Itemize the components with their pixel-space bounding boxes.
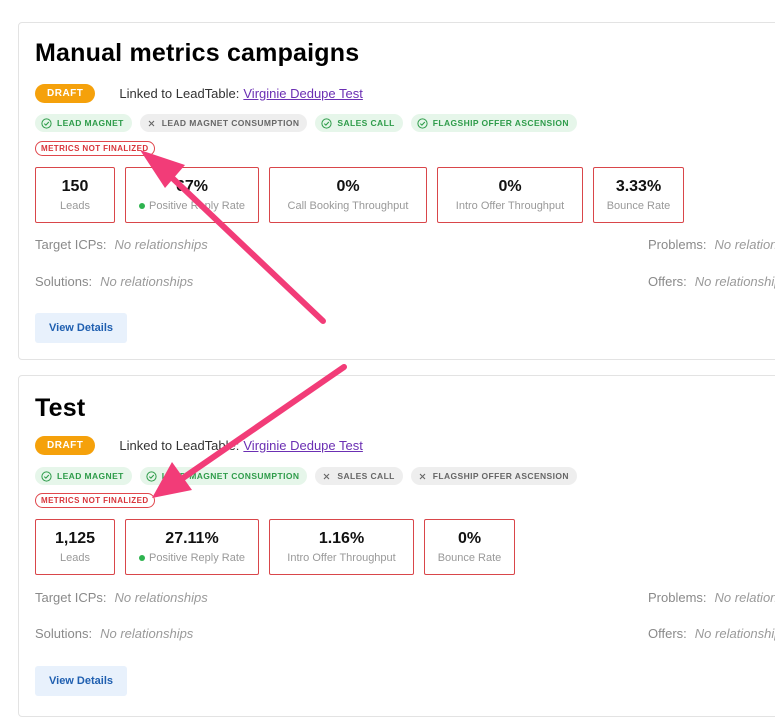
solutions-relationship: Solutions: No relationships [35, 626, 193, 641]
relationship-value: No relationships [114, 590, 208, 605]
green-status-dot-icon [139, 555, 145, 561]
linked-leadtable-label: Linked to LeadTable: [119, 86, 240, 101]
tag-sales-call: SALES CALL [315, 467, 403, 485]
relationship-value: No relationships [694, 274, 775, 289]
metric-bounce-rate: 3.33% Bounce Rate [593, 167, 684, 223]
target-icps-relationship: Target ICPs: No relationships [35, 590, 208, 605]
draft-status-badge: DRAFT [35, 84, 96, 103]
metric-value: 0% [336, 178, 360, 195]
check-circle-icon [41, 117, 52, 129]
status-row: DRAFT Linked to LeadTable: Virginie Dedu… [35, 84, 363, 103]
green-status-dot-icon [139, 203, 145, 209]
metric-label: Bounce Rate [606, 200, 671, 212]
tag-label: LEAD MAGNET [57, 118, 124, 128]
tag-label: SALES CALL [337, 118, 395, 128]
metric-label: Leads [60, 552, 90, 564]
metric-bounce-rate: 0% Bounce Rate [424, 519, 515, 575]
relationship-value: No relationships [694, 626, 775, 641]
solutions-relationship: Solutions: No relationships [35, 274, 193, 289]
metric-label: Intro Offer Throughput [287, 552, 396, 564]
campaign-title: Test [35, 394, 86, 422]
tag-label: LEAD MAGNET CONSUMPTION [161, 471, 300, 481]
metric-value: 1,125 [54, 530, 96, 547]
metrics-not-finalized-badge: METRICS NOT FINALIZED [35, 141, 155, 156]
check-circle-icon [41, 470, 52, 482]
metric-value: 150 [61, 178, 89, 195]
offers-relationship: Offers: No relationships [648, 274, 775, 289]
relationship-value: No relationships [100, 274, 194, 289]
problems-relationship: Problems: No relationships [648, 590, 775, 605]
metric-label-text: Positive Reply Rate [149, 552, 245, 564]
metrics-not-finalized-badge: METRICS NOT FINALIZED [35, 493, 155, 508]
metric-value: 27.11% [165, 530, 219, 547]
tag-lead-magnet-consumption: LEAD MAGNET CONSUMPTION [139, 114, 308, 132]
relationship-label: Offers: [648, 626, 687, 641]
tag-label: LEAD MAGNET [57, 471, 124, 481]
relationship-value: No relationships [114, 237, 208, 252]
tag-flagship-offer-ascension: FLAGSHIP OFFER ASCENSION [410, 467, 577, 485]
campaign-card: Manual metrics campaigns DRAFT Linked to… [18, 22, 775, 360]
metric-call-booking-throughput: 0% Call Booking Throughput [269, 167, 427, 223]
tag-label: SALES CALL [337, 471, 395, 481]
campaign-card: Test DRAFT Linked to LeadTable: Virginie… [18, 375, 775, 717]
relationship-label: Solutions: [35, 626, 93, 641]
tags-row: LEAD MAGNET LEAD MAGNET CONSUMPTION SALE… [35, 467, 577, 485]
tag-label: FLAGSHIP OFFER ASCENSION [432, 118, 569, 128]
problems-relationship: Problems: No relationships [648, 237, 775, 252]
tag-lead-magnet: LEAD MAGNET [35, 114, 132, 132]
target-icps-relationship: Target ICPs: No relationships [35, 237, 208, 252]
relationship-label: Problems: [648, 237, 707, 252]
metrics-row: 1,125 Leads 27.11% Positive Reply Rate 1… [35, 519, 515, 575]
metric-intro-offer-throughput: 1.16% Intro Offer Throughput [269, 519, 414, 575]
tag-lead-magnet-consumption: LEAD MAGNET CONSUMPTION [139, 467, 308, 485]
relationship-label: Solutions: [35, 274, 93, 289]
metric-value: 1.16% [318, 530, 365, 547]
metric-label: Call Booking Throughput [287, 200, 409, 212]
metric-leads: 150 Leads [35, 167, 115, 223]
metric-positive-reply-rate: 27.11% Positive Reply Rate [125, 519, 259, 575]
x-icon [146, 118, 157, 129]
x-icon [321, 471, 332, 482]
metric-intro-offer-throughput: 0% Intro Offer Throughput [437, 167, 583, 223]
check-circle-icon [417, 117, 428, 129]
tag-sales-call: SALES CALL [315, 114, 403, 132]
check-circle-icon [321, 117, 332, 129]
view-details-button[interactable]: View Details [35, 666, 127, 696]
metric-leads: 1,125 Leads [35, 519, 115, 575]
metric-label-text: Positive Reply Rate [149, 200, 245, 212]
metric-value: 0% [457, 530, 482, 547]
relationship-label: Target ICPs: [35, 237, 107, 252]
metrics-row: 150 Leads 67% Positive Reply Rate 0% Cal… [35, 167, 684, 223]
tag-flagship-offer-ascension: FLAGSHIP OFFER ASCENSION [410, 114, 577, 132]
metric-label: Positive Reply Rate [139, 552, 245, 564]
view-details-button[interactable]: View Details [35, 313, 127, 343]
relationship-label: Problems: [648, 590, 707, 605]
leadtable-link[interactable]: Virginie Dedupe Test [243, 438, 363, 453]
campaign-title: Manual metrics campaigns [35, 39, 360, 67]
linked-leadtable-label: Linked to LeadTable: [119, 438, 240, 453]
check-circle-icon [146, 470, 157, 482]
offers-relationship: Offers: No relationships [648, 626, 775, 641]
x-icon [417, 471, 428, 482]
metric-value: 0% [498, 178, 522, 195]
metric-label: Leads [60, 200, 90, 212]
metric-value: 67% [175, 178, 209, 195]
metric-label: Positive Reply Rate [139, 200, 245, 212]
metric-label: Bounce Rate [437, 552, 502, 564]
relationship-value: No relationships [714, 237, 775, 252]
relationship-value: No relationships [714, 590, 775, 605]
metric-value: 3.33% [615, 178, 662, 195]
status-row: DRAFT Linked to LeadTable: Virginie Dedu… [35, 436, 363, 455]
metric-label: Intro Offer Throughput [455, 200, 565, 212]
tag-lead-magnet: LEAD MAGNET [35, 467, 132, 485]
tag-label: LEAD MAGNET CONSUMPTION [161, 118, 300, 128]
relationship-value: No relationships [100, 626, 194, 641]
metric-positive-reply-rate: 67% Positive Reply Rate [125, 167, 259, 223]
relationship-label: Target ICPs: [35, 590, 107, 605]
leadtable-link[interactable]: Virginie Dedupe Test [243, 86, 363, 101]
tag-label: FLAGSHIP OFFER ASCENSION [432, 471, 569, 481]
draft-status-badge: DRAFT [35, 436, 96, 455]
tags-row: LEAD MAGNET LEAD MAGNET CONSUMPTION SALE… [35, 114, 577, 132]
relationship-label: Offers: [648, 274, 687, 289]
